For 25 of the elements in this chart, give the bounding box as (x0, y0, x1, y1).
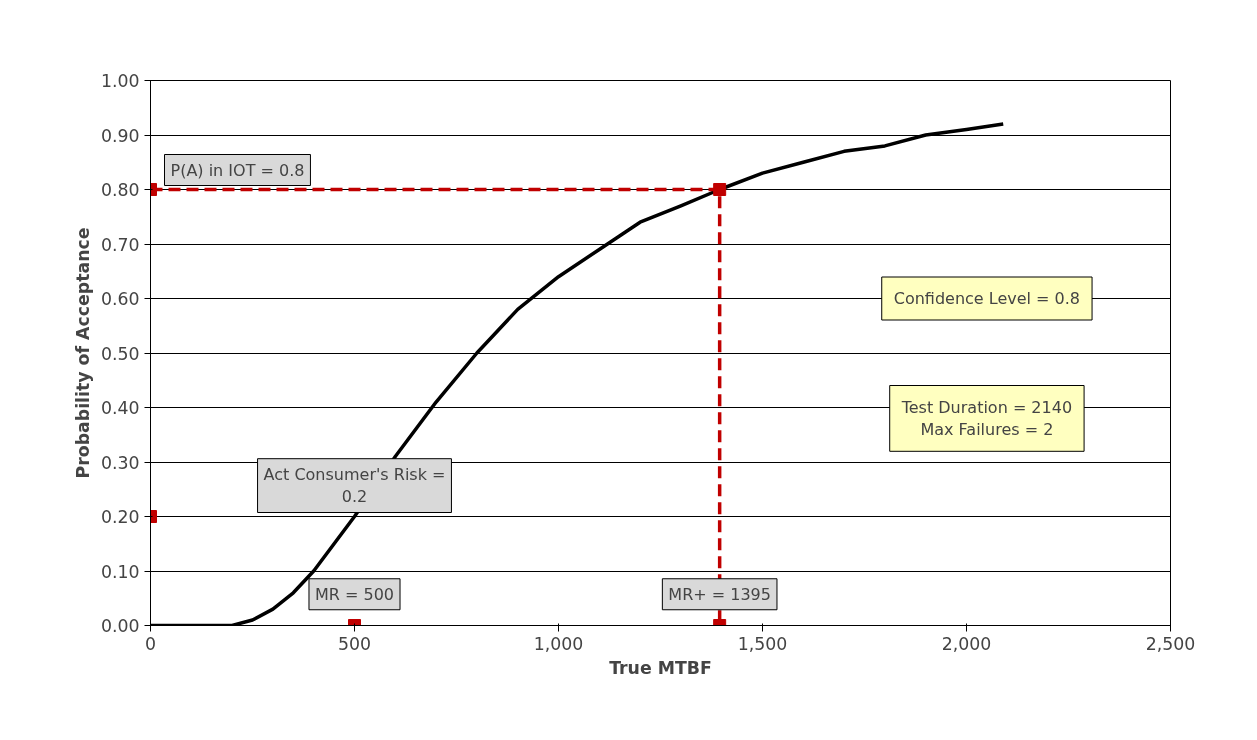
y-tick-label: 0.20 (100, 507, 140, 527)
x-axis-title: True MTBF (609, 657, 712, 678)
x-tick-label: 0 (144, 633, 157, 654)
annotation: Confidence Level = 0.8 (893, 289, 1081, 308)
x-tick-label: 2,000 (941, 633, 992, 654)
y-tick-label: 0.00 (100, 616, 140, 636)
x-tick-label: 500 (337, 633, 372, 654)
y-tick-label: 0.70 (100, 234, 140, 255)
x-tick-label: 2,500 (1145, 633, 1196, 654)
y-tick-label: 0.30 (100, 452, 140, 473)
y-tick-label: 1.00 (100, 71, 140, 91)
annotation: MR = 500 (314, 584, 395, 604)
annotation: Act Consumer's Risk = 0.2 (263, 464, 446, 507)
x-tick-label: 1,000 (533, 633, 584, 654)
y-axis-title: Probability of Acceptance (72, 227, 93, 479)
annotation: MR+ = 1395 (668, 584, 771, 604)
y-tick-label: 0.80 (100, 180, 140, 200)
annotation: P(A) in IOT = 0.8 (170, 160, 305, 180)
annotation: Test Duration = 2140 Max Failures = 2 (900, 397, 1073, 440)
y-tick-label: 0.10 (100, 561, 140, 582)
y-tick-label: 0.60 (100, 289, 140, 309)
y-tick-label: 0.40 (100, 398, 140, 418)
y-tick-label: 0.50 (100, 343, 140, 364)
y-tick-label: 0.90 (100, 125, 140, 146)
x-tick-label: 1,500 (737, 633, 788, 654)
